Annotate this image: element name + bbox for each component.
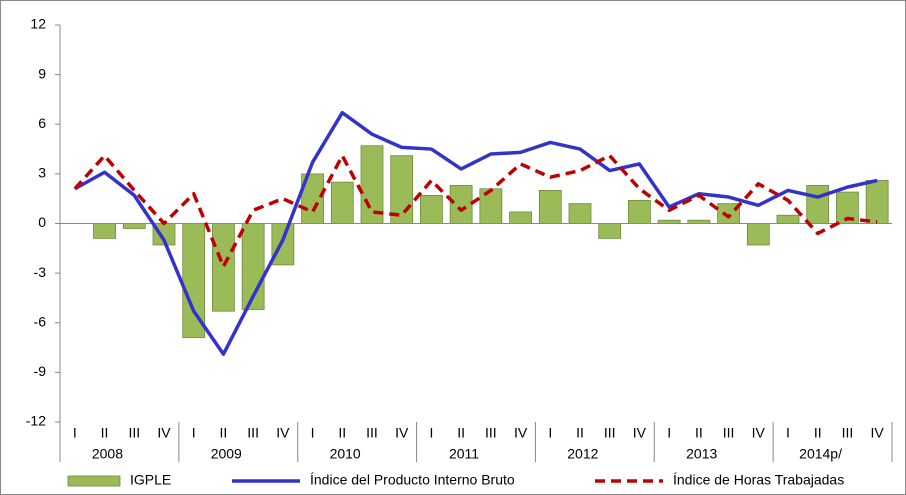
year-label: 2012 xyxy=(567,446,598,462)
x-tick-label: III xyxy=(604,425,616,441)
x-tick-label: I xyxy=(73,425,77,441)
y-tick-label: -12 xyxy=(26,413,46,429)
x-tick-label: I xyxy=(311,425,315,441)
bar xyxy=(93,223,116,239)
bar xyxy=(806,185,830,224)
bar xyxy=(122,223,146,229)
y-tick-label: 6 xyxy=(38,115,46,131)
y-tick-label: -9 xyxy=(34,363,47,379)
bar xyxy=(538,190,562,224)
x-tick-label: III xyxy=(247,425,259,441)
bar xyxy=(330,181,354,224)
bar xyxy=(598,223,622,239)
bar xyxy=(271,223,295,266)
x-tick-label: IV xyxy=(395,425,409,441)
y-tick-label: -3 xyxy=(34,264,47,280)
bar xyxy=(212,223,235,312)
legend-label: Índice del Producto Interno Bruto xyxy=(310,472,515,488)
x-tick-label: II xyxy=(576,425,584,441)
bar xyxy=(449,185,473,224)
x-tick-label: I xyxy=(786,425,790,441)
year-label: 2009 xyxy=(211,446,242,462)
x-tick-label: II xyxy=(695,425,703,441)
x-tick-label: II xyxy=(814,425,822,441)
line xyxy=(74,110,878,356)
x-tick-label: II xyxy=(220,425,228,441)
legend-label: Índice de Horas Trabajadas xyxy=(673,472,844,488)
x-tick-label: II xyxy=(457,425,465,441)
x-tick-label: III xyxy=(366,425,378,441)
bar xyxy=(746,223,770,246)
bar xyxy=(865,180,889,224)
x-tick-label: I xyxy=(192,425,196,441)
year-label: 2011 xyxy=(449,446,479,462)
bar xyxy=(509,211,532,224)
bar xyxy=(628,199,651,224)
y-tick-label: 9 xyxy=(38,65,46,81)
legend-swatch xyxy=(67,475,121,487)
bar xyxy=(479,188,503,224)
dashed-line xyxy=(73,153,878,269)
x-tick-label: III xyxy=(723,425,735,441)
year-label: 2013 xyxy=(686,446,717,462)
x-tick-label: IV xyxy=(871,425,885,441)
x-tick-label: I xyxy=(667,425,671,441)
year-label: 2010 xyxy=(330,446,361,462)
y-tick-label: 0 xyxy=(38,214,46,230)
legend-label: IGPLE xyxy=(130,472,171,488)
x-tick-label: IV xyxy=(752,425,766,441)
bar xyxy=(568,203,592,224)
y-tick-label: -6 xyxy=(34,313,47,329)
year-label: 2008 xyxy=(92,446,123,462)
x-tick-label: IV xyxy=(514,425,528,441)
x-tick-label: III xyxy=(485,425,497,441)
x-tick-label: IV xyxy=(633,425,647,441)
x-tick-label: II xyxy=(101,425,109,441)
y-tick-label: 3 xyxy=(38,165,46,181)
x-tick-label: IV xyxy=(157,425,171,441)
x-tick-label: III xyxy=(128,425,140,441)
x-tick-label: I xyxy=(429,425,433,441)
x-tick-label: III xyxy=(842,425,854,441)
x-tick-label: II xyxy=(338,425,346,441)
x-tick-label: I xyxy=(548,425,552,441)
year-label: 2014p/ xyxy=(799,446,842,462)
bar xyxy=(776,214,800,224)
y-tick-label: 12 xyxy=(30,16,46,32)
bar xyxy=(420,194,443,224)
x-tick-label: IV xyxy=(276,425,290,441)
